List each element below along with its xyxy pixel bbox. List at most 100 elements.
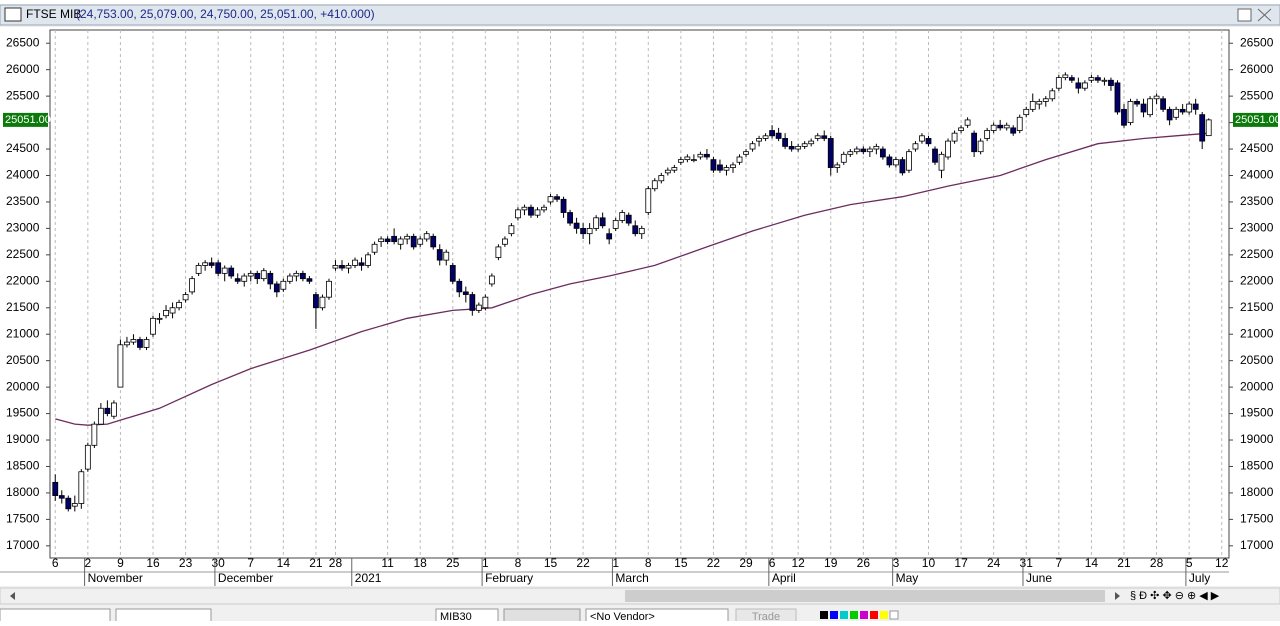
y-tick-label: 25500: [6, 88, 40, 102]
y-tick-label: 19500: [1240, 406, 1274, 420]
candle-body: [684, 156, 691, 161]
candle-body: [391, 235, 398, 243]
candle-body: [293, 272, 300, 277]
candle-body: [717, 164, 723, 171]
candle-body: [964, 119, 971, 126]
trade-text: Trade: [752, 611, 780, 621]
y-tick-label: 18500: [1240, 459, 1274, 473]
month-label: April: [772, 571, 796, 585]
scroll-thumb[interactable]: [625, 590, 1105, 602]
y-tick-label: 19500: [6, 406, 40, 420]
x-tick-label: 28: [1150, 556, 1164, 570]
candle-body: [1023, 108, 1030, 116]
candle-body: [1049, 90, 1056, 100]
y-tick-label: 21000: [1240, 326, 1274, 340]
candle-body: [879, 148, 886, 158]
title-bar: [0, 4, 1280, 26]
dropdown[interactable]: [503, 608, 581, 624]
candle-body: [997, 124, 1004, 129]
candle-body: [280, 280, 287, 290]
candle-body: [619, 212, 626, 221]
candle-body: [137, 339, 143, 348]
candle-body: [710, 159, 717, 171]
x-tick-label: 9: [117, 556, 124, 570]
month-label: December: [218, 571, 273, 585]
candle-body: [449, 265, 456, 282]
candle-body: [1108, 79, 1114, 86]
x-tick-label: 12: [791, 556, 805, 570]
x-tick-label: 1: [612, 556, 619, 570]
candle-body: [104, 407, 111, 414]
window-icon: [4, 7, 22, 22]
candle-body: [938, 153, 945, 171]
y-tick-label: 23000: [6, 221, 40, 235]
candle-body: [345, 265, 352, 269]
close-button[interactable]: [1257, 8, 1272, 22]
vendor-text: <No Vendor>: [590, 611, 655, 621]
candle-body: [195, 265, 202, 274]
y-tick-label: 20000: [1240, 379, 1274, 393]
candle-body: [1147, 98, 1153, 116]
candle-body: [821, 135, 828, 139]
x-tick-label: 2: [84, 556, 91, 570]
x-tick-label: 18: [414, 556, 428, 570]
candle-body: [606, 233, 613, 240]
month-label: February: [485, 571, 533, 585]
candle-body: [1160, 98, 1166, 110]
candle-body: [580, 227, 587, 235]
candle-body: [111, 402, 117, 417]
candle-body: [1042, 98, 1049, 102]
candle-body: [326, 280, 332, 298]
candle-body: [397, 238, 404, 245]
candle-body: [840, 153, 847, 163]
candle-body: [495, 246, 502, 258]
y-tick-label: 22000: [1240, 273, 1274, 287]
y-tick-label: 18000: [1240, 485, 1274, 499]
candle-body: [834, 164, 841, 168]
candle-body: [130, 339, 137, 343]
y-tick-label: 18000: [6, 485, 40, 499]
candle-body: [1173, 108, 1180, 118]
dropdown[interactable]: [0, 608, 111, 624]
candle-body: [502, 238, 508, 245]
candle-body: [958, 127, 964, 131]
last-price-label: 25051.00: [1235, 114, 1280, 126]
candle-body: [1016, 116, 1023, 131]
scroll-right[interactable]: [1115, 592, 1120, 600]
candle-body: [638, 227, 645, 235]
candle-body: [410, 235, 417, 248]
candle-body: [1095, 77, 1101, 81]
candle-body: [782, 138, 789, 147]
x-tick-label: 22: [576, 556, 590, 570]
candle-body: [286, 275, 293, 282]
candle-body: [912, 143, 919, 150]
x-tick-label: 7: [247, 556, 254, 570]
y-tick-label: 24000: [6, 168, 40, 182]
nav-icons[interactable]: § Ð ✣ ✥ ⊖ ⊕ ◀ ▶: [1130, 590, 1220, 602]
candle-body: [182, 294, 189, 301]
color-palette[interactable]: [820, 610, 899, 620]
candle-body: [65, 497, 72, 510]
candle-body: [971, 132, 978, 153]
candle-body: [977, 140, 984, 153]
y-tick-label: 23500: [6, 194, 40, 208]
x-tick-label: 22: [707, 556, 721, 570]
candle-body: [1140, 103, 1147, 113]
last-price-tag: [3, 112, 48, 127]
candle-body: [443, 251, 450, 261]
scroll-left[interactable]: [10, 592, 15, 600]
candle-body: [221, 267, 228, 274]
x-tick-label: 5: [1186, 556, 1193, 570]
candle-body: [436, 249, 443, 261]
month-label: May: [896, 571, 919, 585]
maximize-button[interactable]: [1237, 8, 1252, 22]
y-tick-label: 23000: [1240, 221, 1274, 235]
dropdown[interactable]: [115, 608, 212, 624]
candle-body: [208, 262, 215, 266]
candle-body: [423, 233, 430, 240]
y-tick-label: 20500: [6, 353, 40, 367]
y-tick-label: 17000: [6, 538, 40, 552]
moving-average: [55, 132, 1209, 426]
candle-body: [756, 138, 762, 142]
candle-body: [117, 344, 124, 388]
